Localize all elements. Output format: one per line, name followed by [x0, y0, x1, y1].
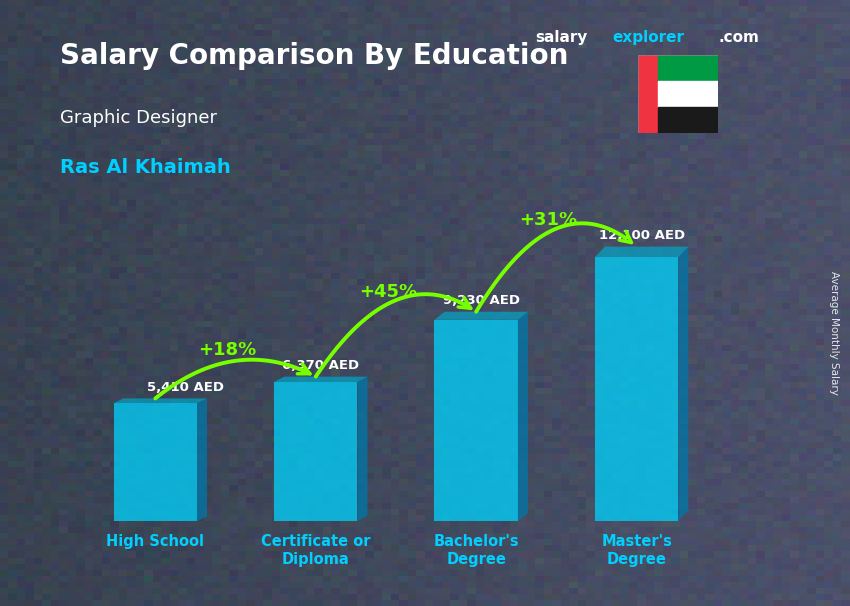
- Polygon shape: [434, 320, 518, 521]
- Text: explorer: explorer: [612, 30, 684, 45]
- Polygon shape: [358, 377, 367, 521]
- Text: +45%: +45%: [359, 282, 417, 301]
- Polygon shape: [274, 382, 358, 521]
- Text: .com: .com: [718, 30, 759, 45]
- Text: Graphic Designer: Graphic Designer: [60, 109, 217, 127]
- Text: 5,410 AED: 5,410 AED: [147, 381, 224, 393]
- Polygon shape: [197, 398, 207, 521]
- Bar: [658, 55, 718, 81]
- Text: 6,370 AED: 6,370 AED: [282, 359, 360, 371]
- Text: Average Monthly Salary: Average Monthly Salary: [829, 271, 839, 395]
- Text: Ras Al Khaimah: Ras Al Khaimah: [60, 158, 230, 176]
- Text: 9,230 AED: 9,230 AED: [443, 294, 519, 307]
- Polygon shape: [595, 257, 678, 521]
- Polygon shape: [114, 403, 197, 521]
- Polygon shape: [678, 247, 689, 521]
- Bar: [638, 55, 658, 133]
- Text: Salary Comparison By Education: Salary Comparison By Education: [60, 42, 568, 70]
- Polygon shape: [274, 377, 367, 382]
- Text: +31%: +31%: [519, 211, 577, 229]
- Text: salary: salary: [536, 30, 588, 45]
- Text: 12,100 AED: 12,100 AED: [598, 228, 685, 242]
- Polygon shape: [114, 398, 207, 403]
- Polygon shape: [518, 311, 528, 521]
- Bar: [658, 107, 718, 133]
- Polygon shape: [595, 247, 689, 257]
- Text: +18%: +18%: [198, 341, 257, 359]
- Bar: [658, 81, 718, 107]
- Polygon shape: [434, 311, 528, 320]
